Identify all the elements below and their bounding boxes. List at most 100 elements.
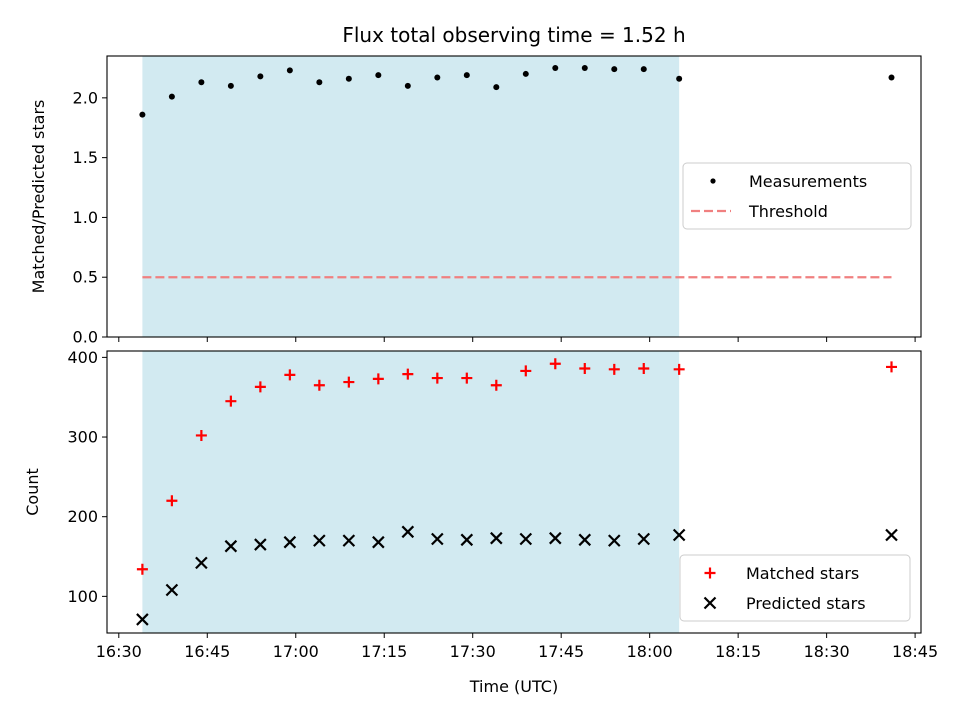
measurements-point — [286, 67, 293, 74]
matched-stars-point — [372, 373, 384, 385]
measurements-point — [257, 73, 264, 80]
axes-frame — [106, 350, 922, 634]
y-tick-label: 300 — [67, 428, 98, 447]
count-panel: 100 200 300 400 16:30 16:45 17:00 17:15 17:30 17:… — [23, 348, 938, 661]
measurements-point — [640, 66, 647, 73]
measurements-point — [434, 74, 441, 81]
y-tick-label: 400 — [67, 348, 98, 367]
matched-stars-point — [431, 372, 443, 384]
legend-label: Matched stars — [746, 564, 859, 583]
x-tick-label: 18:30 — [804, 642, 850, 661]
measurements-point — [198, 79, 205, 86]
y-axis-label: Count — [23, 468, 42, 516]
matched-stars-point — [402, 368, 414, 380]
predicted-stars-point — [519, 532, 533, 546]
measurements-point — [375, 72, 382, 79]
predicted-stars-point — [283, 535, 297, 549]
legend-label: Predicted stars — [746, 594, 866, 613]
x-tick-label: 17:30 — [450, 642, 496, 661]
ratio-panel: 0.0 0.5 1.0 1.5 2.0 Matched/Predicted stars Me… — [29, 55, 922, 347]
measurements-point — [493, 84, 500, 91]
predicted-stars-point — [401, 525, 415, 539]
x-tick-label: 17:00 — [273, 642, 319, 661]
predicted-stars-point — [165, 583, 179, 597]
x-tick-label: 16:45 — [184, 642, 230, 661]
predicted-stars-point — [313, 534, 326, 547]
x-tick-label: 17:15 — [361, 642, 407, 661]
legend: Matched stars Predicted stars — [679, 554, 911, 622]
predicted-stars-point — [549, 531, 562, 545]
matched-stars-point — [608, 363, 620, 375]
observing-interval-shade — [142, 351, 680, 633]
matched-stars-point — [886, 361, 898, 373]
y-tick-label: 0.0 — [73, 328, 98, 347]
legend-label: Measurements — [749, 172, 867, 191]
predicted-stars-point — [637, 532, 651, 546]
measurements-point — [139, 111, 146, 118]
y-tick-label: 0.5 — [73, 268, 98, 287]
y-tick-label: 200 — [67, 507, 98, 526]
measurements-point — [552, 64, 559, 71]
axes-frame — [106, 55, 922, 338]
y-tick-label: 1.0 — [73, 208, 98, 227]
matched-stars-point — [638, 363, 650, 375]
matched-stars-point — [166, 495, 178, 507]
y-tick-label: 2.0 — [73, 88, 98, 107]
chart-title: Flux total observing time = 1.52 h — [342, 23, 685, 47]
predicted-stars-point — [342, 534, 356, 547]
y-tick-label: 100 — [67, 587, 98, 606]
predicted-stars-point — [431, 532, 444, 546]
matched-stars-point — [579, 363, 591, 375]
predicted-stars-point — [195, 556, 208, 570]
predicted-stars-series — [136, 525, 898, 626]
predicted-stars-point — [490, 531, 503, 545]
measurements-point — [676, 75, 683, 82]
predicted-stars-point — [224, 539, 238, 553]
matched-stars-point — [195, 429, 207, 441]
x-axis-label: Time (UTC) — [469, 677, 558, 696]
measurements-point — [522, 70, 529, 77]
legend-marker — [703, 596, 717, 610]
x-tick-label: 17:45 — [538, 642, 584, 661]
matched-stars-series — [136, 358, 898, 575]
predicted-stars-point — [372, 535, 385, 549]
x-tick-label: 18:45 — [892, 642, 938, 661]
measurements-point — [316, 79, 323, 86]
measurements-point — [888, 74, 895, 81]
y-axis-label: Matched/Predicted stars — [29, 100, 48, 294]
measurements-point — [345, 75, 352, 82]
x-tick-label: 16:30 — [96, 642, 142, 661]
matched-stars-point — [343, 376, 355, 388]
legend: Measurements Threshold — [682, 162, 912, 230]
legend-marker — [710, 178, 716, 184]
measurements-point — [463, 72, 470, 79]
legend-box — [679, 554, 911, 622]
x-tick-label: 18:00 — [627, 642, 673, 661]
matched-stars-point — [673, 363, 685, 375]
observing-interval-shade — [142, 56, 680, 337]
matched-stars-point — [549, 358, 561, 370]
measurements-point — [404, 82, 411, 89]
predicted-stars-point — [460, 533, 474, 547]
matched-stars-point — [313, 379, 325, 391]
predicted-stars-point — [254, 538, 267, 551]
matched-stars-point — [520, 365, 532, 377]
predicted-stars-point — [578, 533, 592, 547]
x-tick-label: 18:15 — [715, 642, 761, 661]
matched-stars-point — [490, 379, 502, 391]
measurements-point — [581, 64, 588, 71]
matched-stars-point — [284, 369, 296, 381]
legend-label: Threshold — [748, 202, 828, 221]
legend-box — [682, 162, 912, 230]
legend-marker — [704, 567, 716, 579]
matched-stars-point — [225, 395, 237, 407]
measurements-point — [227, 82, 234, 89]
measurements-series — [139, 64, 895, 118]
predicted-stars-point — [885, 528, 898, 542]
matched-stars-point — [136, 563, 148, 575]
matched-stars-point — [461, 372, 473, 384]
measurements-point — [611, 66, 618, 73]
matched-stars-point — [254, 381, 266, 393]
predicted-stars-point — [607, 534, 621, 547]
